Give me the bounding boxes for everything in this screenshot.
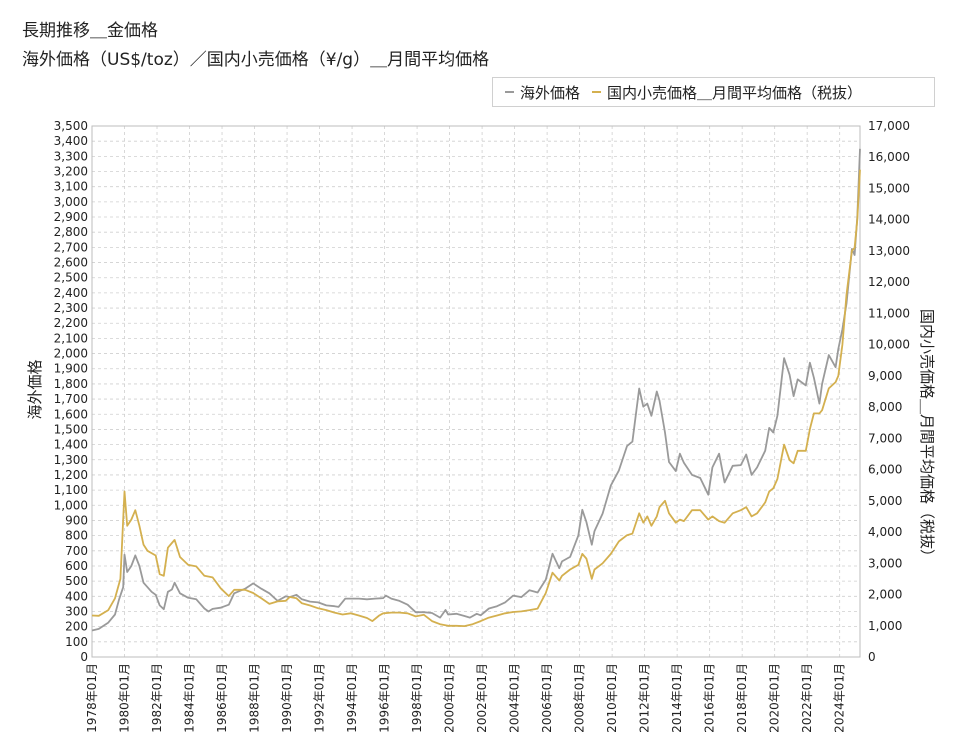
right-tick-label: 1,000 xyxy=(868,619,902,633)
right-tick-label: 15,000 xyxy=(868,181,910,195)
left-tick-label: 1,500 xyxy=(54,422,88,436)
left-tick-label: 400 xyxy=(65,589,88,603)
chart-subtitle: 海外価格（US$/toz）／国内小売価格（¥/g）＿月間平均価格 xyxy=(22,50,490,70)
right-tick-label: 7,000 xyxy=(868,431,902,445)
right-tick-label: 17,000 xyxy=(868,119,910,133)
chart-legend: 海外価格 国内小売価格＿月間平均価格（税抜） xyxy=(492,77,935,107)
x-tick-label: 1984年01月 xyxy=(183,663,197,733)
left-tick-label: 3,100 xyxy=(54,180,88,194)
right-tick-label: 9,000 xyxy=(868,369,902,383)
x-tick-label: 2018年01月 xyxy=(735,663,749,733)
left-tick-label: 2,900 xyxy=(54,210,88,224)
right-tick-label: 13,000 xyxy=(868,244,910,258)
right-tick-label: 6,000 xyxy=(868,463,902,477)
legend-swatch-domestic xyxy=(592,91,602,93)
right-tick-label: 4,000 xyxy=(868,525,902,539)
legend-swatch-overseas xyxy=(505,91,514,93)
right-axis-title: 国内小売価格＿月間平均価格（税抜） xyxy=(918,309,936,564)
left-tick-label: 2,300 xyxy=(54,301,88,315)
x-tick-label: 1996年01月 xyxy=(378,663,392,733)
left-tick-label: 300 xyxy=(65,604,88,618)
x-tick-label: 2006年01月 xyxy=(540,663,554,733)
left-tick-label: 2,100 xyxy=(54,331,88,345)
left-tick-label: 1,300 xyxy=(54,453,88,467)
left-tick-label: 900 xyxy=(65,513,88,527)
left-tick-label: 2,700 xyxy=(54,240,88,254)
x-tick-label: 2014年01月 xyxy=(670,663,684,733)
left-tick-label: 100 xyxy=(65,635,88,649)
left-tick-label: 2,800 xyxy=(54,225,88,239)
right-tick-label: 5,000 xyxy=(868,494,902,508)
x-tick-label: 2016年01月 xyxy=(703,663,717,733)
left-tick-label: 1,900 xyxy=(54,362,88,376)
series-line-domestic xyxy=(91,169,861,627)
right-tick-label: 14,000 xyxy=(868,213,910,227)
left-tick-label: 1,400 xyxy=(54,438,88,452)
x-tick-label: 2002年01月 xyxy=(475,663,489,733)
x-tick-label: 1978年01月 xyxy=(85,663,99,733)
left-tick-label: 2,400 xyxy=(54,286,88,300)
left-tick-label: 800 xyxy=(65,529,88,543)
left-tick-label: 1,200 xyxy=(54,468,88,482)
left-tick-label: 3,400 xyxy=(54,134,88,148)
x-tick-label: 1980年01月 xyxy=(118,663,132,733)
right-tick-label: 11,000 xyxy=(868,306,910,320)
right-tick-label: 16,000 xyxy=(868,150,910,164)
left-tick-label: 1,600 xyxy=(54,407,88,421)
legend-label-overseas: 海外価格 xyxy=(520,83,581,102)
x-tick-label: 2008年01月 xyxy=(573,663,587,733)
left-tick-label: 3,300 xyxy=(54,149,88,163)
left-axis-title: 海外価格 xyxy=(26,359,44,419)
x-tick-label: 2010年01月 xyxy=(605,663,619,733)
left-tick-label: 2,000 xyxy=(54,347,88,361)
legend-label-domestic: 国内小売価格＿月間平均価格（税抜） xyxy=(607,83,863,102)
left-tick-label: 1,100 xyxy=(54,483,88,497)
left-tick-label: 3,500 xyxy=(54,119,88,133)
chart-title: 長期推移＿金価格 xyxy=(22,21,158,41)
x-tick-label: 1988年01月 xyxy=(248,663,262,733)
x-tick-label: 1998年01月 xyxy=(410,663,424,733)
right-tick-label: 12,000 xyxy=(868,275,910,289)
left-tick-label: 700 xyxy=(65,544,88,558)
left-tick-label: 2,200 xyxy=(54,316,88,330)
left-tick-label: 3,000 xyxy=(54,195,88,209)
left-tick-label: 3,200 xyxy=(54,165,88,179)
right-tick-label: 2,000 xyxy=(868,588,902,602)
left-tick-label: 1,800 xyxy=(54,377,88,391)
right-tick-label: 8,000 xyxy=(868,400,902,414)
x-tick-label: 2020年01月 xyxy=(768,663,782,733)
left-tick-label: 500 xyxy=(65,574,88,588)
x-tick-label: 2000年01月 xyxy=(443,663,457,733)
right-tick-label: 0 xyxy=(868,650,876,664)
x-tick-label: 2022年01月 xyxy=(800,663,814,733)
x-tick-label: 1992年01月 xyxy=(313,663,327,733)
left-tick-label: 1,000 xyxy=(54,498,88,512)
legend-item-overseas[interactable]: 海外価格 xyxy=(505,82,580,103)
right-tick-label: 10,000 xyxy=(868,338,910,352)
x-tick-label: 1982年01月 xyxy=(150,663,164,733)
x-tick-label: 2024年01月 xyxy=(833,663,847,733)
left-tick-label: 600 xyxy=(65,559,88,573)
x-tick-label: 1994年01月 xyxy=(345,663,359,733)
left-tick-label: 2,500 xyxy=(54,271,88,285)
plot-frame xyxy=(91,125,861,658)
left-tick-label: 1,700 xyxy=(54,392,88,406)
x-tick-label: 2012年01月 xyxy=(638,663,652,733)
x-tick-label: 1990年01月 xyxy=(280,663,294,733)
legend-item-domestic[interactable]: 国内小売価格＿月間平均価格（税抜） xyxy=(592,82,862,103)
left-tick-label: 2,600 xyxy=(54,256,88,270)
x-tick-label: 1986年01月 xyxy=(215,663,229,733)
series-line-overseas xyxy=(91,148,861,632)
right-tick-label: 3,000 xyxy=(868,556,902,570)
x-tick-label: 2004年01月 xyxy=(508,663,522,733)
left-tick-label: 0 xyxy=(80,650,88,664)
left-tick-label: 200 xyxy=(65,620,88,634)
